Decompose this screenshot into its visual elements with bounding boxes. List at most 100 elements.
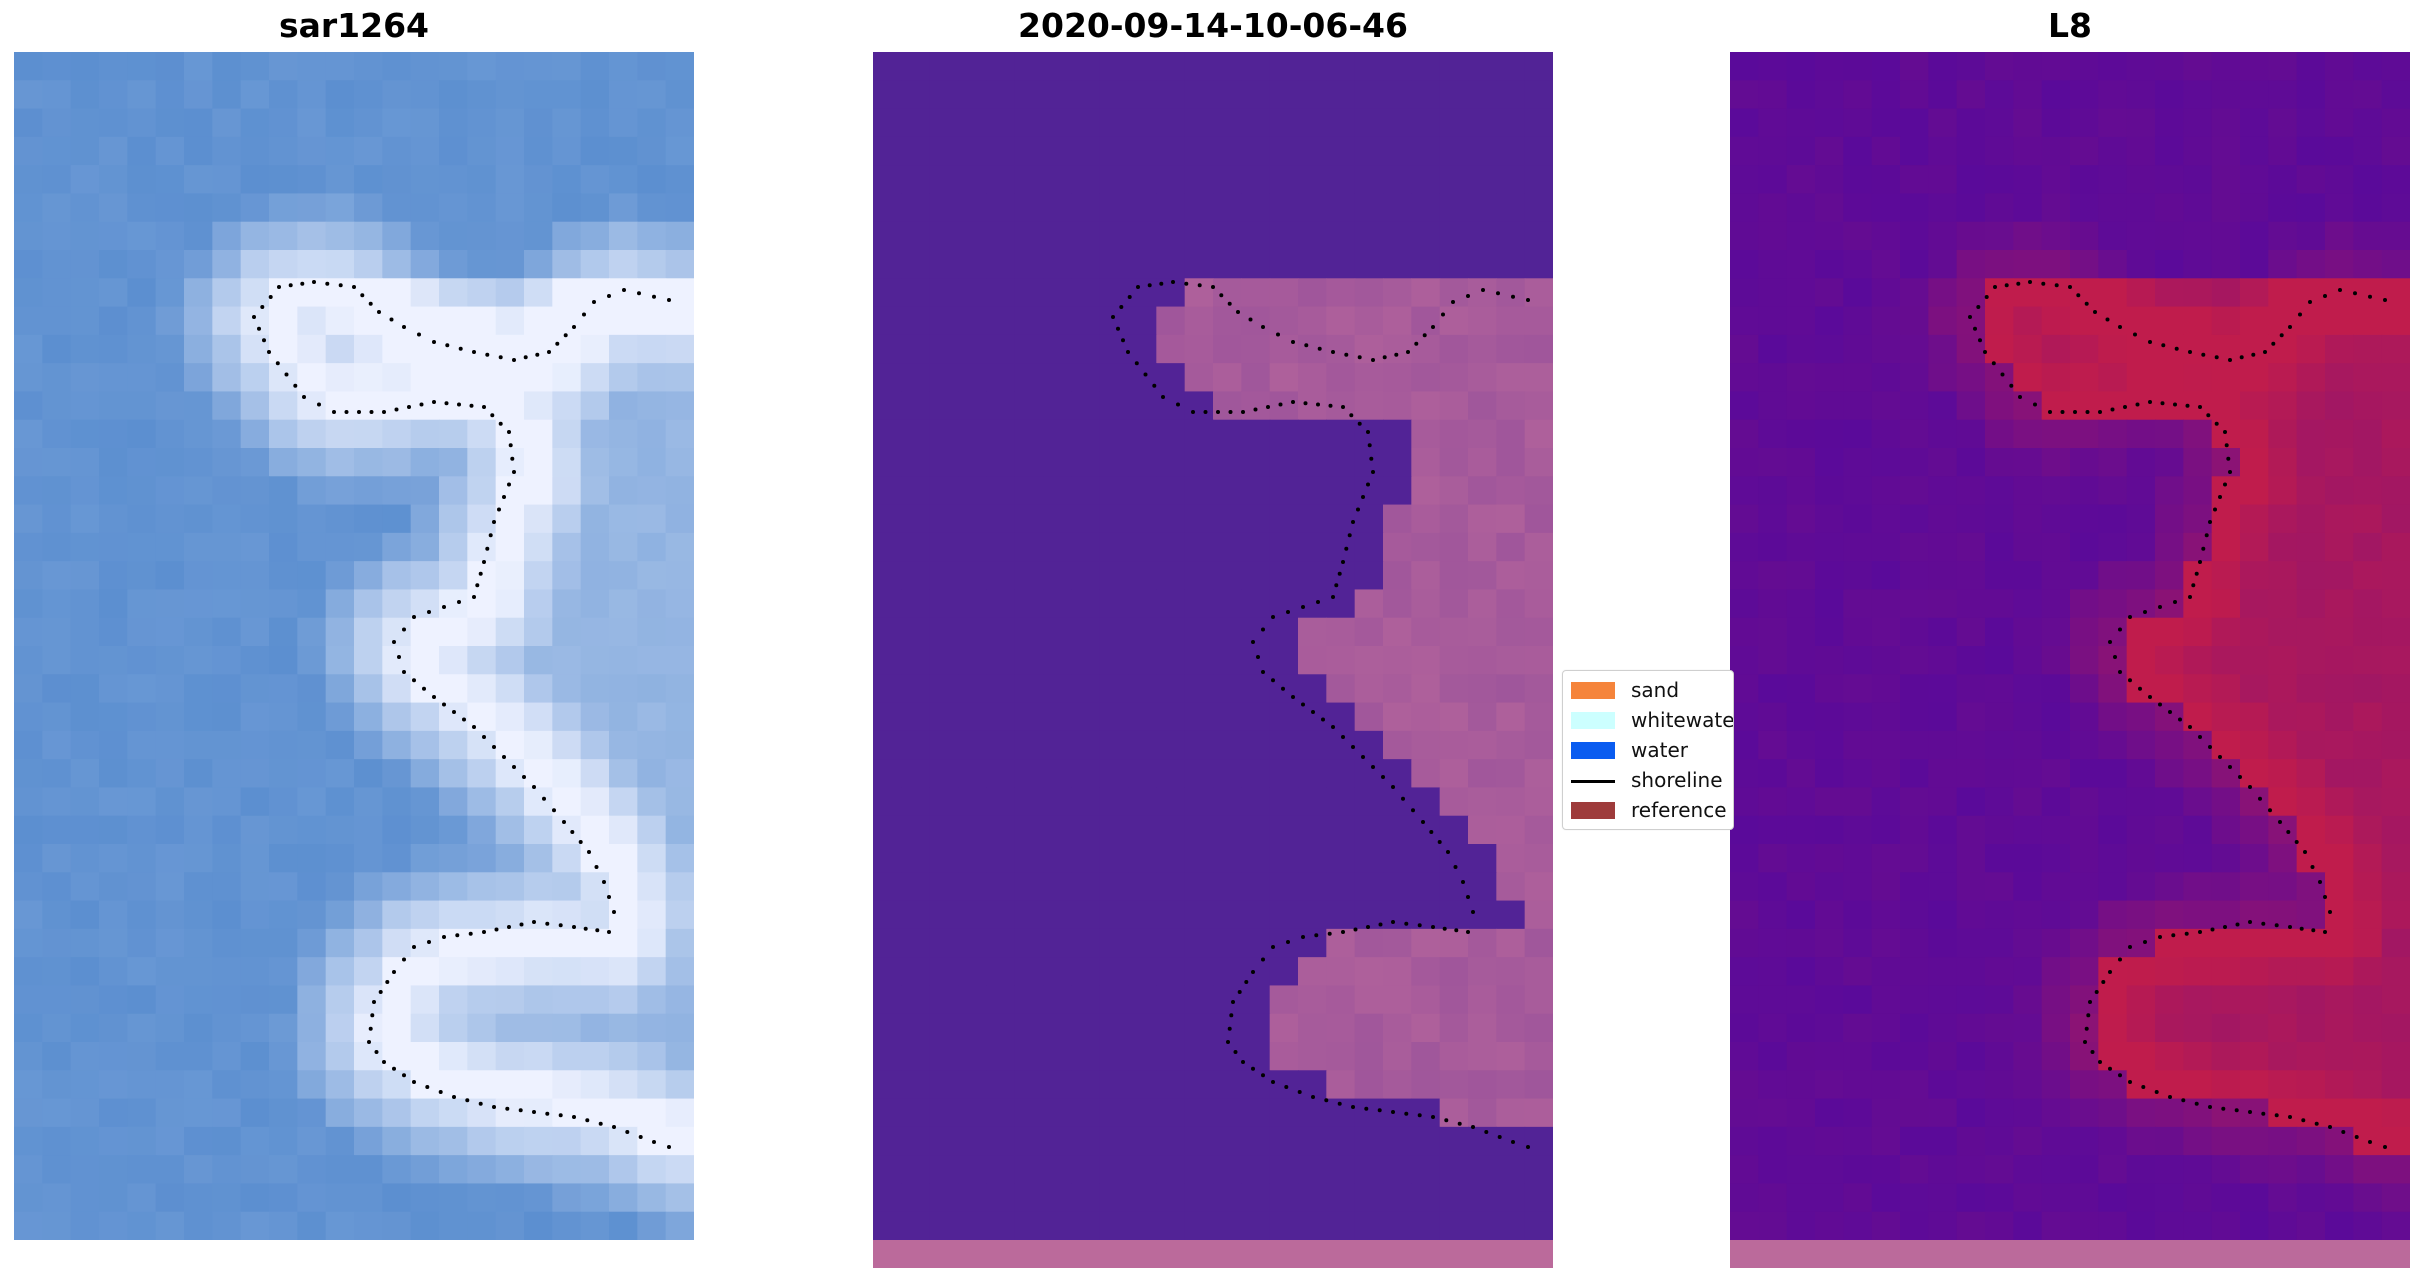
pixel-cell xyxy=(2098,730,2128,760)
pixel-cell xyxy=(2296,1070,2326,1100)
pixel-cell xyxy=(1786,532,1816,562)
pixel-cell xyxy=(2098,561,2128,591)
pixel-cell xyxy=(873,985,902,1015)
pixel-cell xyxy=(14,759,43,789)
pixel-cell xyxy=(1156,363,1186,393)
pixel-cell xyxy=(1326,136,1356,166)
pixel-cell xyxy=(297,1013,327,1043)
pixel-cell xyxy=(1900,985,1929,1015)
pixel-cell xyxy=(269,561,298,591)
pixel-cell xyxy=(1758,52,1788,81)
pixel-cell xyxy=(1439,815,1469,845)
pixel-cell xyxy=(1383,532,1412,562)
pixel-cell xyxy=(467,1183,497,1213)
pixel-cell xyxy=(1524,1042,1553,1071)
pixel-cell xyxy=(1985,221,2014,251)
pixel-cell xyxy=(1758,900,1788,930)
pixel-cell xyxy=(14,448,43,477)
pixel-cell xyxy=(2211,532,2241,562)
pixel-cell xyxy=(1128,419,1157,449)
pixel-cell xyxy=(1524,52,1553,81)
pixel-cell xyxy=(410,1126,440,1156)
pixel-cell xyxy=(2070,108,2099,138)
pixel-cell xyxy=(665,985,694,1015)
pixel-cell xyxy=(873,1070,902,1100)
pixel-cell xyxy=(1298,504,1327,534)
pixel-cell xyxy=(524,476,553,506)
pixel-cell xyxy=(1128,1183,1157,1213)
pixel-cell xyxy=(127,1211,157,1240)
pixel-cell xyxy=(155,900,185,930)
pixel-cell xyxy=(2268,1098,2298,1128)
pixel-cell xyxy=(2041,985,2071,1015)
pixel-cell xyxy=(1956,221,1986,251)
pixel-cell xyxy=(14,1155,43,1185)
pixel-cell xyxy=(1213,108,1242,138)
pixel-cell xyxy=(1071,278,1101,308)
pixel-cell xyxy=(2126,985,2156,1015)
pixel-cell xyxy=(552,52,582,81)
pixel-cell xyxy=(958,1098,987,1128)
pixel-cell xyxy=(1014,448,1044,477)
pixel-cell xyxy=(269,730,298,760)
pixel-cell xyxy=(901,1126,931,1156)
shoreline-point xyxy=(1161,395,1165,399)
pixel-cell xyxy=(1014,504,1044,534)
pixel-cell xyxy=(2155,1070,2184,1100)
shoreline-point xyxy=(478,571,483,576)
shoreline-point xyxy=(462,717,466,722)
pixel-cell xyxy=(1815,815,1844,845)
pixel-cell xyxy=(1439,561,1469,591)
pixel-cell xyxy=(184,80,213,110)
pixel-cell xyxy=(2098,221,2128,251)
pixel-cell xyxy=(127,419,157,449)
pixel-cell xyxy=(1786,448,1816,477)
pixel-cell xyxy=(1956,1211,1986,1240)
pixel-cell xyxy=(495,136,525,166)
pixel-cell xyxy=(2070,136,2099,166)
pixel-cell xyxy=(439,391,468,421)
pixel-cell xyxy=(873,80,902,110)
shoreline-point xyxy=(1466,930,1470,934)
pixel-cell xyxy=(1786,702,1816,732)
pixel-cell xyxy=(2098,250,2128,279)
legend-label-shoreline: shoreline xyxy=(1631,768,1723,792)
pixel-cell xyxy=(155,844,185,873)
pixel-cell xyxy=(1411,985,1441,1015)
pixel-cell xyxy=(2126,957,2156,987)
shoreline-point xyxy=(638,1135,643,1139)
pixel-cell xyxy=(1383,221,1412,251)
pixel-cell xyxy=(1354,1098,1384,1128)
pixel-cell xyxy=(1354,306,1384,336)
pixel-cell xyxy=(637,419,667,449)
pixel-cell xyxy=(1014,278,1044,308)
pixel-cell xyxy=(2296,844,2326,873)
pixel-cell xyxy=(2070,448,2099,477)
pixel-cell xyxy=(297,52,327,81)
pixel-cell xyxy=(958,872,987,902)
pixel-cell xyxy=(1298,136,1327,166)
pixel-cell xyxy=(1241,476,1271,506)
pixel-cell xyxy=(410,532,440,562)
pixel-cell xyxy=(1411,391,1441,421)
pixel-cell xyxy=(1758,985,1788,1015)
pixel-cell xyxy=(127,278,157,308)
pixel-cell xyxy=(1184,363,1214,393)
pixel-cell xyxy=(1213,165,1242,195)
pixel-cell xyxy=(2098,900,2128,930)
pixel-cell xyxy=(410,928,440,958)
pixel-cell xyxy=(1241,504,1271,534)
shoreline-point xyxy=(1251,640,1255,644)
pixel-cell xyxy=(325,52,355,81)
pixel-cell xyxy=(2013,1070,2043,1100)
pixel-cell xyxy=(184,193,213,223)
pixel-cell xyxy=(1900,589,1929,619)
pixel-cell xyxy=(325,532,355,562)
pixel-cell xyxy=(495,985,525,1015)
pixel-cell xyxy=(1128,278,1157,308)
pixel-cell xyxy=(1871,985,1901,1015)
pixel-cell xyxy=(1156,928,1186,958)
pixel-cell xyxy=(2183,872,2213,902)
pixel-cell xyxy=(552,787,582,817)
pixel-cell xyxy=(1071,815,1101,845)
